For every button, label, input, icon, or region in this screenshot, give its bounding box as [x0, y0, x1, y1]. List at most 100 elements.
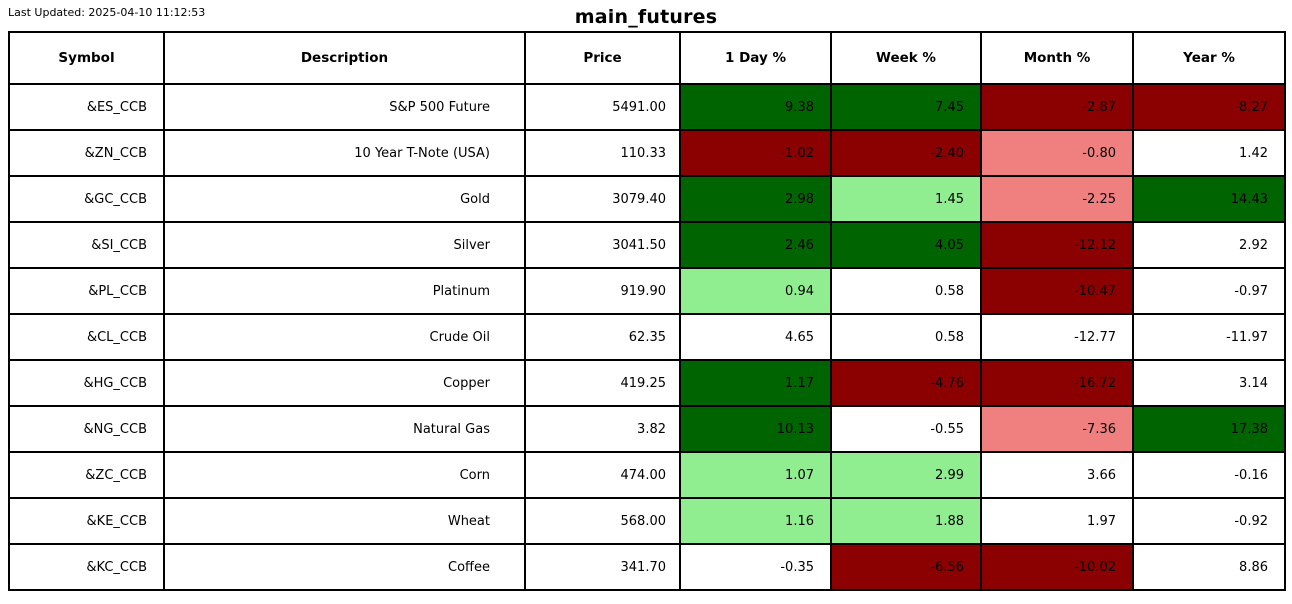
year-change-cell: 3.14 — [1132, 359, 1286, 407]
table-row: &HG_CCB Copper 419.25 1.17 -4.76 -16.72 … — [8, 359, 1286, 407]
table-row: &GC_CCB Gold 3079.40 2.98 1.45 -2.25 14.… — [8, 175, 1286, 223]
day-change-cell: -0.35 — [679, 543, 832, 591]
year-change-cell: 2.92 — [1132, 221, 1286, 269]
year-change-cell: 1.42 — [1132, 129, 1286, 177]
page-title: main_futures — [574, 6, 718, 28]
symbol-cell: &GC_CCB — [8, 175, 165, 223]
month-change-cell: -10.02 — [980, 543, 1134, 591]
price-cell: 919.90 — [524, 267, 681, 315]
price-cell: 62.35 — [524, 313, 681, 361]
week-change-cell: -4.76 — [830, 359, 982, 407]
price-cell: 3079.40 — [524, 175, 681, 223]
day-change-cell: 10.13 — [679, 405, 832, 453]
table-row: &ZC_CCB Corn 474.00 1.07 2.99 3.66 -0.16 — [8, 451, 1286, 499]
week-change-cell: 0.58 — [830, 313, 982, 361]
description-cell: Natural Gas — [163, 405, 526, 453]
table-row: &NG_CCB Natural Gas 3.82 10.13 -0.55 -7.… — [8, 405, 1286, 453]
table-row: &CL_CCB Crude Oil 62.35 4.65 0.58 -12.77… — [8, 313, 1286, 361]
year-change-cell: 14.43 — [1132, 175, 1286, 223]
symbol-cell: &KE_CCB — [8, 497, 165, 545]
price-cell: 3041.50 — [524, 221, 681, 269]
week-change-cell: 2.99 — [830, 451, 982, 499]
description-cell: Gold — [163, 175, 526, 223]
table-row: &ES_CCB S&P 500 Future 5491.00 9.38 7.45… — [8, 83, 1286, 131]
price-cell: 474.00 — [524, 451, 681, 499]
symbol-cell: &PL_CCB — [8, 267, 165, 315]
futures-table: Symbol Description Price 1 Day % Week % … — [8, 31, 1286, 591]
week-change-cell: 4.05 — [830, 221, 982, 269]
description-cell: 10 Year T-Note (USA) — [163, 129, 526, 177]
month-change-cell: 3.66 — [980, 451, 1134, 499]
description-cell: Platinum — [163, 267, 526, 315]
price-cell: 5491.00 — [524, 83, 681, 131]
year-change-cell: -8.27 — [1132, 83, 1286, 131]
price-cell: 341.70 — [524, 543, 681, 591]
column-header-week: Week % — [830, 31, 982, 85]
day-change-cell: 4.65 — [679, 313, 832, 361]
year-change-cell: 17.38 — [1132, 405, 1286, 453]
week-change-cell: 1.45 — [830, 175, 982, 223]
price-cell: 568.00 — [524, 497, 681, 545]
symbol-cell: &ZN_CCB — [8, 129, 165, 177]
symbol-cell: &SI_CCB — [8, 221, 165, 269]
month-change-cell: -2.87 — [980, 83, 1134, 131]
price-cell: 3.82 — [524, 405, 681, 453]
month-change-cell: -16.72 — [980, 359, 1134, 407]
symbol-cell: &CL_CCB — [8, 313, 165, 361]
month-change-cell: -2.25 — [980, 175, 1134, 223]
day-change-cell: 2.46 — [679, 221, 832, 269]
last-updated-label: Last Updated: 2025-04-10 11:12:53 — [8, 6, 206, 19]
price-cell: 419.25 — [524, 359, 681, 407]
column-header-day: 1 Day % — [679, 31, 832, 85]
year-change-cell: -11.97 — [1132, 313, 1286, 361]
column-header-description: Description — [163, 31, 526, 85]
day-change-cell: 9.38 — [679, 83, 832, 131]
week-change-cell: 7.45 — [830, 83, 982, 131]
column-header-month: Month % — [980, 31, 1134, 85]
table-row: &KE_CCB Wheat 568.00 1.16 1.88 1.97 -0.9… — [8, 497, 1286, 545]
year-change-cell: -0.97 — [1132, 267, 1286, 315]
column-header-year: Year % — [1132, 31, 1286, 85]
symbol-cell: &NG_CCB — [8, 405, 165, 453]
week-change-cell: -2.40 — [830, 129, 982, 177]
table-row: &KC_CCB Coffee 341.70 -0.35 -6.56 -10.02… — [8, 543, 1286, 591]
month-change-cell: -0.80 — [980, 129, 1134, 177]
table-row: &PL_CCB Platinum 919.90 0.94 0.58 -10.47… — [8, 267, 1286, 315]
week-change-cell: -0.55 — [830, 405, 982, 453]
symbol-cell: &ZC_CCB — [8, 451, 165, 499]
column-header-symbol: Symbol — [8, 31, 165, 85]
symbol-cell: &HG_CCB — [8, 359, 165, 407]
month-change-cell: -12.12 — [980, 221, 1134, 269]
year-change-cell: -0.92 — [1132, 497, 1286, 545]
year-change-cell: -0.16 — [1132, 451, 1286, 499]
day-change-cell: 2.98 — [679, 175, 832, 223]
description-cell: S&P 500 Future — [163, 83, 526, 131]
symbol-cell: &ES_CCB — [8, 83, 165, 131]
week-change-cell: 0.58 — [830, 267, 982, 315]
month-change-cell: -7.36 — [980, 405, 1134, 453]
description-cell: Silver — [163, 221, 526, 269]
month-change-cell: -10.47 — [980, 267, 1134, 315]
month-change-cell: -12.77 — [980, 313, 1134, 361]
description-cell: Wheat — [163, 497, 526, 545]
week-change-cell: 1.88 — [830, 497, 982, 545]
price-cell: 110.33 — [524, 129, 681, 177]
table-row: &SI_CCB Silver 3041.50 2.46 4.05 -12.12 … — [8, 221, 1286, 269]
symbol-cell: &KC_CCB — [8, 543, 165, 591]
table-row: &ZN_CCB 10 Year T-Note (USA) 110.33 -1.0… — [8, 129, 1286, 177]
day-change-cell: 1.17 — [679, 359, 832, 407]
day-change-cell: -1.02 — [679, 129, 832, 177]
year-change-cell: 8.86 — [1132, 543, 1286, 591]
column-header-price: Price — [524, 31, 681, 85]
day-change-cell: 1.07 — [679, 451, 832, 499]
description-cell: Corn — [163, 451, 526, 499]
description-cell: Copper — [163, 359, 526, 407]
month-change-cell: 1.97 — [980, 497, 1134, 545]
description-cell: Crude Oil — [163, 313, 526, 361]
description-cell: Coffee — [163, 543, 526, 591]
day-change-cell: 0.94 — [679, 267, 832, 315]
day-change-cell: 1.16 — [679, 497, 832, 545]
header-row: Symbol Description Price 1 Day % Week % … — [8, 31, 1286, 85]
week-change-cell: -6.56 — [830, 543, 982, 591]
